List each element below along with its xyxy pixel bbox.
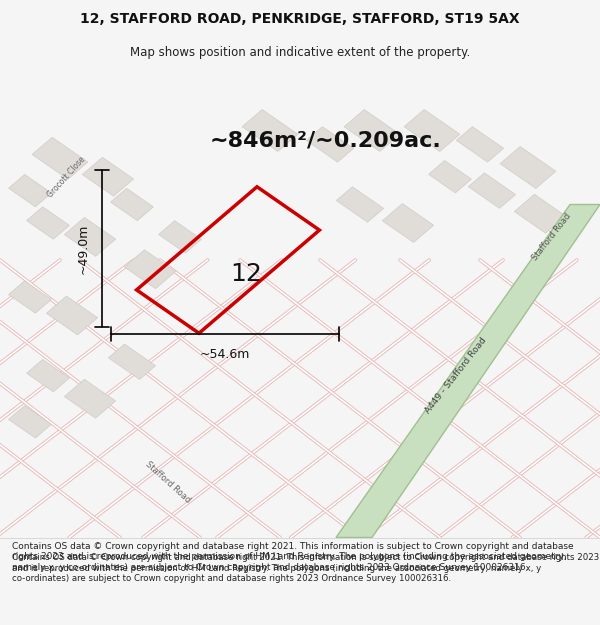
PathPatch shape	[336, 204, 600, 538]
Polygon shape	[307, 127, 353, 162]
Polygon shape	[382, 204, 434, 242]
Polygon shape	[124, 250, 176, 289]
Polygon shape	[109, 344, 155, 379]
Text: Stafford Road: Stafford Road	[531, 211, 573, 262]
Text: ~846m²/~0.209ac.: ~846m²/~0.209ac.	[210, 131, 442, 151]
Text: Grocott Close: Grocott Close	[46, 154, 86, 199]
Polygon shape	[82, 158, 134, 196]
Polygon shape	[110, 188, 154, 221]
Polygon shape	[8, 174, 52, 207]
Polygon shape	[428, 161, 472, 193]
Text: Contains OS data © Crown copyright and database right 2021. This information is : Contains OS data © Crown copyright and d…	[12, 542, 574, 572]
Polygon shape	[469, 173, 515, 208]
Polygon shape	[514, 194, 566, 233]
Text: 12, STAFFORD ROAD, PENKRIDGE, STAFFORD, ST19 5AX: 12, STAFFORD ROAD, PENKRIDGE, STAFFORD, …	[80, 12, 520, 26]
Polygon shape	[500, 146, 556, 189]
Text: Map shows position and indicative extent of the property.: Map shows position and indicative extent…	[130, 46, 470, 59]
Polygon shape	[26, 207, 70, 239]
Polygon shape	[457, 127, 503, 162]
Polygon shape	[158, 221, 202, 253]
Text: A449 - Stafford Road: A449 - Stafford Road	[424, 336, 488, 416]
Polygon shape	[26, 359, 70, 392]
Polygon shape	[64, 379, 116, 418]
Text: 12: 12	[230, 262, 262, 286]
Polygon shape	[46, 296, 98, 335]
Polygon shape	[344, 109, 400, 151]
Polygon shape	[242, 109, 298, 151]
Polygon shape	[8, 406, 52, 438]
Polygon shape	[8, 281, 52, 313]
Text: Stafford Road: Stafford Road	[144, 459, 192, 504]
Text: ~49.0m: ~49.0m	[77, 223, 90, 274]
Text: ~54.6m: ~54.6m	[200, 348, 250, 361]
Polygon shape	[337, 187, 383, 222]
Polygon shape	[404, 109, 460, 151]
Polygon shape	[64, 217, 116, 256]
Polygon shape	[32, 138, 88, 179]
Text: Contains OS data © Crown copyright and database right 2021. This information is : Contains OS data © Crown copyright and d…	[12, 553, 599, 583]
